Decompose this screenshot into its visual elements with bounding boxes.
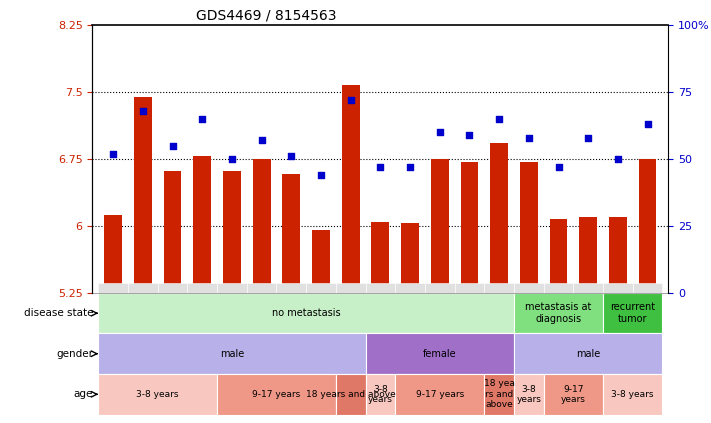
Bar	[277, 283, 306, 293]
FancyBboxPatch shape	[603, 374, 663, 415]
Point	[167, 143, 178, 149]
Text: male: male	[220, 349, 244, 359]
Text: metastasis at
diagnosis: metastasis at diagnosis	[525, 302, 592, 324]
Bar	[336, 283, 365, 293]
Point	[523, 135, 535, 141]
Point	[464, 132, 475, 138]
Bar	[164, 171, 181, 293]
Bar	[454, 283, 484, 293]
FancyBboxPatch shape	[365, 333, 514, 374]
Bar	[282, 174, 300, 293]
Bar	[431, 159, 449, 293]
Text: 3-8
years: 3-8 years	[516, 385, 541, 404]
Point	[256, 137, 267, 144]
Text: 3-8
years: 3-8 years	[368, 385, 392, 404]
Bar	[461, 162, 479, 293]
Text: 9-17 years: 9-17 years	[416, 390, 464, 399]
Text: disease state: disease state	[23, 308, 93, 318]
Point	[226, 156, 237, 162]
Bar	[638, 159, 656, 293]
Point	[582, 135, 594, 141]
FancyBboxPatch shape	[544, 374, 603, 415]
Bar	[105, 215, 122, 293]
FancyBboxPatch shape	[217, 374, 336, 415]
Text: 3-8 years: 3-8 years	[611, 390, 654, 399]
Bar	[188, 283, 217, 293]
Bar	[217, 283, 247, 293]
Bar	[573, 283, 603, 293]
FancyBboxPatch shape	[603, 293, 663, 333]
Point	[553, 164, 565, 170]
FancyBboxPatch shape	[336, 374, 365, 415]
Bar	[365, 283, 395, 293]
Bar	[252, 159, 271, 293]
Bar	[544, 283, 573, 293]
FancyBboxPatch shape	[365, 374, 395, 415]
Text: age: age	[74, 389, 93, 399]
Text: gender: gender	[56, 349, 93, 359]
Bar	[158, 283, 188, 293]
Point	[434, 129, 446, 136]
Bar	[134, 97, 152, 293]
FancyBboxPatch shape	[395, 374, 484, 415]
Point	[405, 164, 416, 170]
FancyBboxPatch shape	[514, 333, 663, 374]
Bar	[128, 283, 158, 293]
Text: 18 yea
rs and
above: 18 yea rs and above	[483, 379, 515, 409]
Point	[642, 121, 653, 128]
Bar	[633, 283, 663, 293]
Bar	[342, 85, 360, 293]
Text: 18 years and above: 18 years and above	[306, 390, 395, 399]
FancyBboxPatch shape	[98, 293, 514, 333]
Text: 9-17
years: 9-17 years	[561, 385, 586, 404]
Bar	[247, 283, 277, 293]
Point	[345, 97, 356, 104]
Bar	[371, 222, 390, 293]
Point	[375, 164, 386, 170]
FancyBboxPatch shape	[484, 374, 514, 415]
Text: GDS4469 / 8154563: GDS4469 / 8154563	[196, 9, 336, 23]
Bar	[395, 283, 425, 293]
Point	[107, 151, 119, 157]
Bar	[520, 162, 538, 293]
Text: recurrent
tumor: recurrent tumor	[610, 302, 656, 324]
Text: male: male	[576, 349, 600, 359]
Point	[493, 115, 505, 122]
Bar	[401, 223, 419, 293]
Point	[286, 153, 297, 160]
FancyBboxPatch shape	[98, 333, 365, 374]
Point	[137, 107, 149, 114]
Bar	[98, 283, 128, 293]
Point	[196, 115, 208, 122]
Bar	[579, 217, 597, 293]
Bar	[425, 283, 454, 293]
FancyBboxPatch shape	[514, 293, 603, 333]
Bar	[306, 283, 336, 293]
Point	[612, 156, 624, 162]
Bar	[484, 283, 514, 293]
Text: no metastasis: no metastasis	[272, 308, 341, 318]
Text: 9-17 years: 9-17 years	[252, 390, 301, 399]
Point	[315, 172, 326, 179]
FancyBboxPatch shape	[98, 374, 217, 415]
Bar	[193, 157, 211, 293]
Text: 3-8 years: 3-8 years	[137, 390, 179, 399]
Bar	[609, 217, 627, 293]
Bar	[490, 143, 508, 293]
Bar	[603, 283, 633, 293]
Text: female: female	[423, 349, 456, 359]
Bar	[223, 171, 241, 293]
Bar	[514, 283, 544, 293]
FancyBboxPatch shape	[514, 374, 544, 415]
Bar	[550, 219, 567, 293]
Bar	[312, 231, 330, 293]
